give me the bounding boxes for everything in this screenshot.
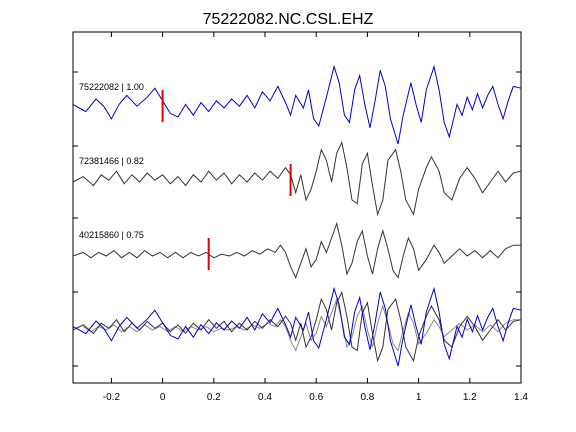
trace-label: 75222082 | 1.00 (79, 82, 144, 92)
overlay-trace-line (82, 297, 521, 352)
trace-label: 72381466 | 0.82 (79, 156, 144, 166)
x-tick-label: 0.4 (258, 392, 272, 403)
trace-label: 40215860 | 0.75 (79, 230, 144, 240)
x-tick-label: 1.2 (463, 392, 477, 403)
x-ticks: -0.2 0 0.2 0.4 0.6 0.8 1 1.2 1.4 (103, 32, 528, 403)
y-ticks (73, 71, 521, 367)
x-tick-label: 0.6 (309, 392, 323, 403)
x-tick-label: -0.2 (103, 392, 121, 403)
x-tick-label: 1 (416, 392, 422, 403)
traces: 75222082 | 1.00 72381466 | 0.82 40215860 |… (72, 64, 522, 367)
overlay-trace-line (72, 290, 522, 363)
x-tick-label: 0 (160, 392, 166, 403)
overlay-trace-line (72, 286, 522, 367)
x-tick-label: 1.4 (514, 392, 528, 403)
trace-line (72, 64, 522, 145)
x-tick-label: 0.8 (360, 392, 374, 403)
trace-line (72, 140, 522, 217)
plot-frame (72, 31, 522, 384)
trace-line (72, 221, 521, 279)
x-tick-label: 0.2 (207, 392, 221, 403)
chart-title: 75222082.NC.CSL.EHZ (203, 11, 374, 28)
